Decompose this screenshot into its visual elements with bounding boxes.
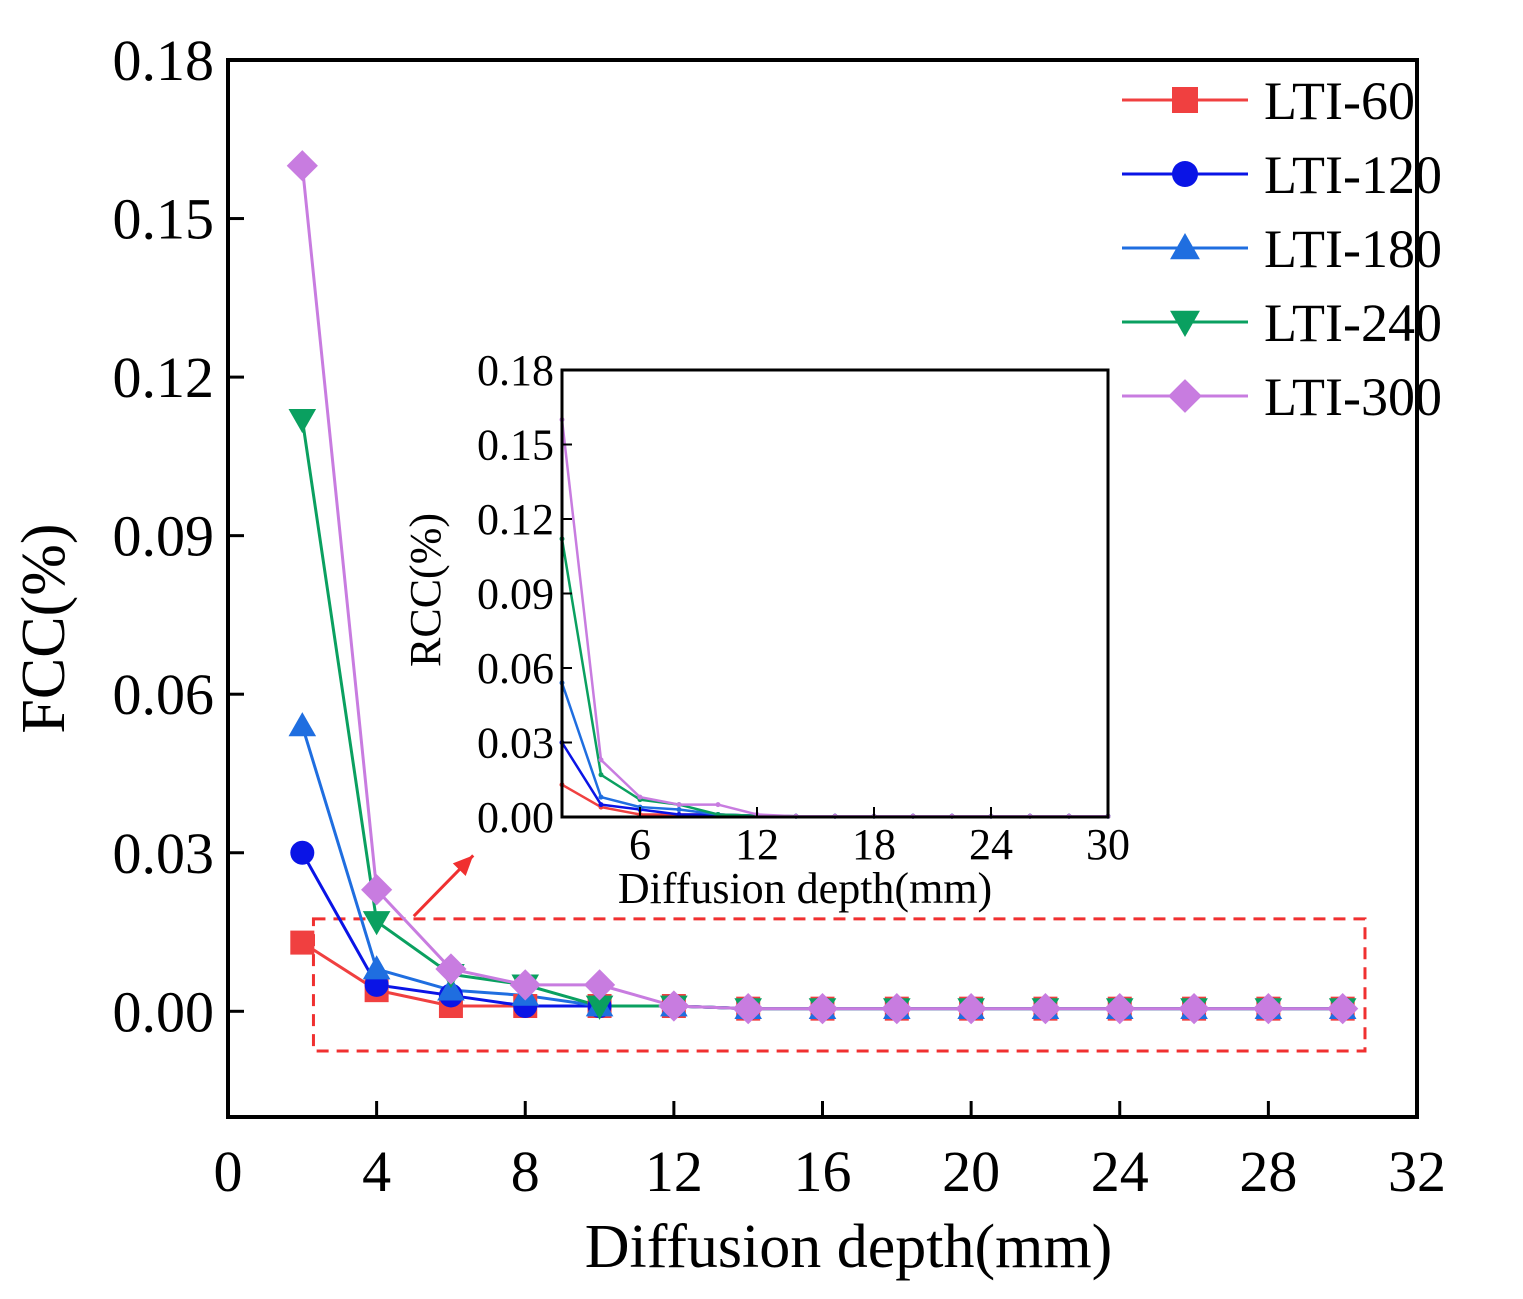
inset-x-tick-label: 6 [629,820,651,869]
x-tick-label: 8 [511,1139,540,1204]
inset-data-point-LTI-180 [598,794,604,800]
data-point-LTI-240 [288,409,317,434]
inset-y-tick-label: 0.15 [477,421,554,470]
inset-x-tick-label: 30 [1086,820,1130,869]
data-point-LTI-300 [435,953,467,985]
y-tick-label: 0.15 [113,187,215,252]
x-tick-label: 12 [645,1139,703,1204]
inset-data-point-LTI-300 [637,794,643,800]
inset-data-point-LTI-120 [598,802,604,808]
legend-label: LTI-120 [1264,145,1442,205]
legend-label: LTI-300 [1264,367,1442,427]
data-point-LTI-300 [1029,993,1062,1025]
data-point-LTI-180 [362,955,391,980]
x-axis-title: Diffusion depth(mm) [585,1213,1113,1281]
data-point-LTI-60 [290,930,315,955]
main-axes: 0 4 8 12 16 20 24 28 32 0.00 0.03 0.06 0.09 0.12 0.15 0… [10,28,1446,1281]
inset-data-point-LTI-180 [676,807,682,813]
inset-x-tick-label: 12 [735,820,779,869]
inset-x-tick-label: 24 [969,820,1013,869]
inset-data-point-LTI-300 [676,802,682,808]
data-point-LTI-240 [362,911,391,936]
inset-y-tick-label: 0.18 [477,346,554,395]
legend-marker [1172,87,1198,113]
zoom-arrow-head [452,855,474,876]
inset-y-tick-label: 0.12 [477,495,554,544]
inset-y-axis-title: RCC(%) [401,513,450,667]
data-point-LTI-300 [881,993,913,1025]
data-point-LTI-300 [286,150,318,182]
x-tick-label: 20 [942,1139,1000,1204]
data-point-LTI-300 [732,993,764,1025]
data-point-LTI-120 [290,840,315,865]
inset-x-tick-label: 18 [852,820,896,869]
inset-y-tick-label: 0.09 [477,570,554,619]
data-point-LTI-300 [1252,993,1284,1025]
data-point-LTI-300 [806,993,839,1025]
inset-data-point-LTI-240 [598,772,604,778]
data-point-LTI-180 [288,712,317,737]
y-tick-label: 0.03 [113,821,215,886]
data-point-LTI-300 [583,969,616,1001]
y-tick-label: 0.00 [113,979,215,1044]
x-tick-label: 16 [794,1139,852,1204]
inset-y-tick-label: 0.03 [477,719,554,768]
legend-label: LTI-180 [1264,219,1442,279]
legend-marker [1172,161,1198,187]
inset-y-tick-label: 0.06 [477,644,554,693]
y-tick-label: 0.18 [113,28,215,93]
data-point-LTI-300 [509,969,541,1001]
zoom-region-box [311,917,1367,1053]
y-axis-title: FCC(%) [10,523,78,733]
x-tick-label: 4 [362,1139,391,1204]
inset-background [562,370,1108,817]
inset-data-point-LTI-300 [715,802,721,808]
zoom-annotations [311,854,1367,1053]
x-tick-label: 24 [1091,1139,1149,1204]
data-point-LTI-240 [585,995,614,1020]
data-point-LTI-300 [658,990,690,1022]
data-point-LTI-300 [955,993,987,1025]
inset-chart: 6 12 18 24 30 0.00 0.03 0.06 0.09 0.12 0.15 0.18 Dif… [401,346,1130,913]
legend-label: LTI-240 [1264,293,1442,353]
inset-data-point-LTI-300 [598,757,604,763]
data-point-LTI-300 [1104,993,1136,1025]
data-point-LTI-180 [437,976,465,1001]
inset-x-axis-title: Diffusion depth(mm) [618,864,992,913]
legend-marker [1170,233,1200,260]
inset-y-tick-label: 0.00 [477,793,554,842]
legend-label: LTI-60 [1264,71,1415,131]
legend: LTI-60 LTI-120 LTI-180 LTI-240 LTI-300 [1122,71,1442,427]
data-point-LTI-300 [1178,993,1210,1025]
legend-marker [1168,379,1202,413]
x-tick-label: 32 [1388,1139,1446,1204]
main-series-group [286,150,1359,1025]
legend-marker [1170,310,1200,337]
x-tick-label: 28 [1239,1139,1297,1204]
y-tick-label: 0.12 [113,345,215,410]
x-tick-label: 0 [214,1139,243,1204]
data-point-LTI-300 [361,874,393,906]
y-tick-label: 0.06 [113,662,215,727]
y-tick-label: 0.09 [113,504,215,569]
data-point-LTI-300 [1327,993,1359,1025]
